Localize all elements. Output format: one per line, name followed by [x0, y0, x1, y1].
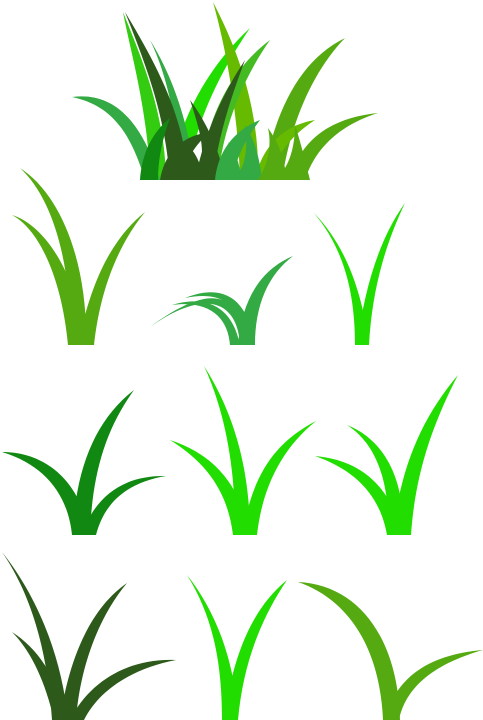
grass-bunch-cluster-icon [72, 2, 378, 180]
grass-tuft-dark-olive-icon [2, 552, 176, 720]
cluster-blade [258, 125, 310, 180]
grass-tuft-slim-icon [187, 575, 287, 720]
grass-tuft-bright-wide-icon [315, 375, 458, 535]
grass-tuft-three-blade-icon [12, 168, 145, 345]
grass-tuft-bright-tall-icon [170, 366, 316, 535]
grass-tuft-dark-green-icon [2, 390, 166, 535]
grass-tuft-arched-icon [298, 582, 483, 720]
cluster-blade [140, 118, 170, 180]
cluster-blade [290, 113, 378, 180]
cluster-blade [170, 100, 225, 180]
cluster-blade [228, 125, 262, 180]
grass-tuft-curled-icon [150, 256, 293, 345]
cluster-blade [72, 96, 160, 180]
grass-tuft-two-blade-icon [314, 203, 405, 345]
